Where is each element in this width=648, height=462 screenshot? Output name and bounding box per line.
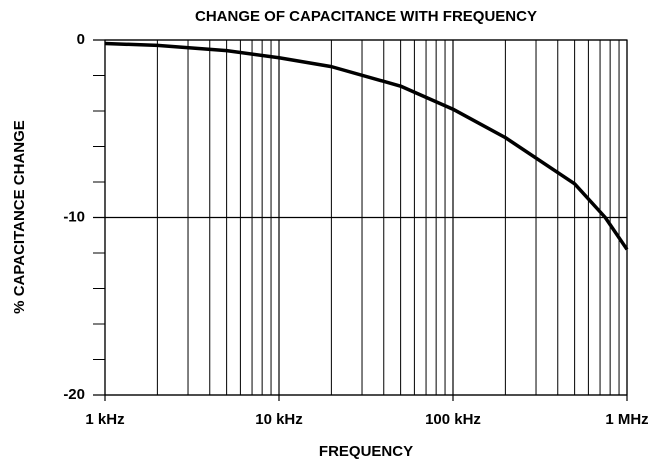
x-tick-label: 100 kHz [425, 411, 481, 428]
chart-title: CHANGE OF CAPACITANCE WITH FREQUENCY [195, 8, 537, 25]
x-tick-label: 10 kHz [255, 411, 303, 428]
data-line [104, 41, 629, 251]
plot-frame [104, 39, 628, 396]
x-tick-label: 1 MHz [605, 411, 648, 428]
y-tick-label: -10 [63, 208, 85, 225]
y-tick-label: -20 [63, 386, 85, 403]
y-axis-label: % CAPACITANCE CHANGE [11, 120, 28, 314]
y-tick-label: 0 [77, 31, 85, 48]
x-axis-label: FREQUENCY [319, 443, 413, 460]
x-tick-label: 1 kHz [85, 411, 124, 428]
